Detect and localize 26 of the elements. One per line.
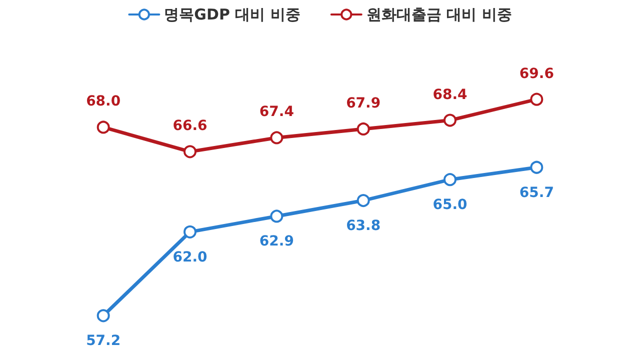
point (530, 160, 544, 174)
legend-label: 원화대출금 대비 비중 (366, 6, 512, 24)
data-label: 57.2 (86, 333, 121, 350)
data-label: 66.6 (172, 118, 208, 134)
data-label: 68.4 (432, 86, 468, 103)
data-label: 69.6 (519, 66, 554, 82)
point (96, 120, 110, 134)
point (270, 131, 284, 144)
data-label: 67.9 (346, 95, 381, 112)
point (356, 122, 370, 136)
data-label: 65.7 (519, 184, 554, 201)
data-label: 63.8 (346, 218, 381, 234)
point (444, 114, 456, 127)
data-label: 62.9 (259, 234, 294, 250)
data-label: 68.0 (86, 94, 121, 110)
point (270, 210, 284, 223)
legend-label: 명목GDP 대비 비중 (164, 6, 300, 24)
point (356, 194, 370, 208)
point (96, 309, 110, 322)
point (184, 145, 196, 158)
point (444, 173, 456, 186)
data-label: 65.0 (432, 197, 468, 214)
point (530, 92, 544, 106)
point (184, 225, 196, 238)
data-label: 62.0 (172, 249, 208, 266)
data-label: 67.4 (259, 104, 294, 120)
